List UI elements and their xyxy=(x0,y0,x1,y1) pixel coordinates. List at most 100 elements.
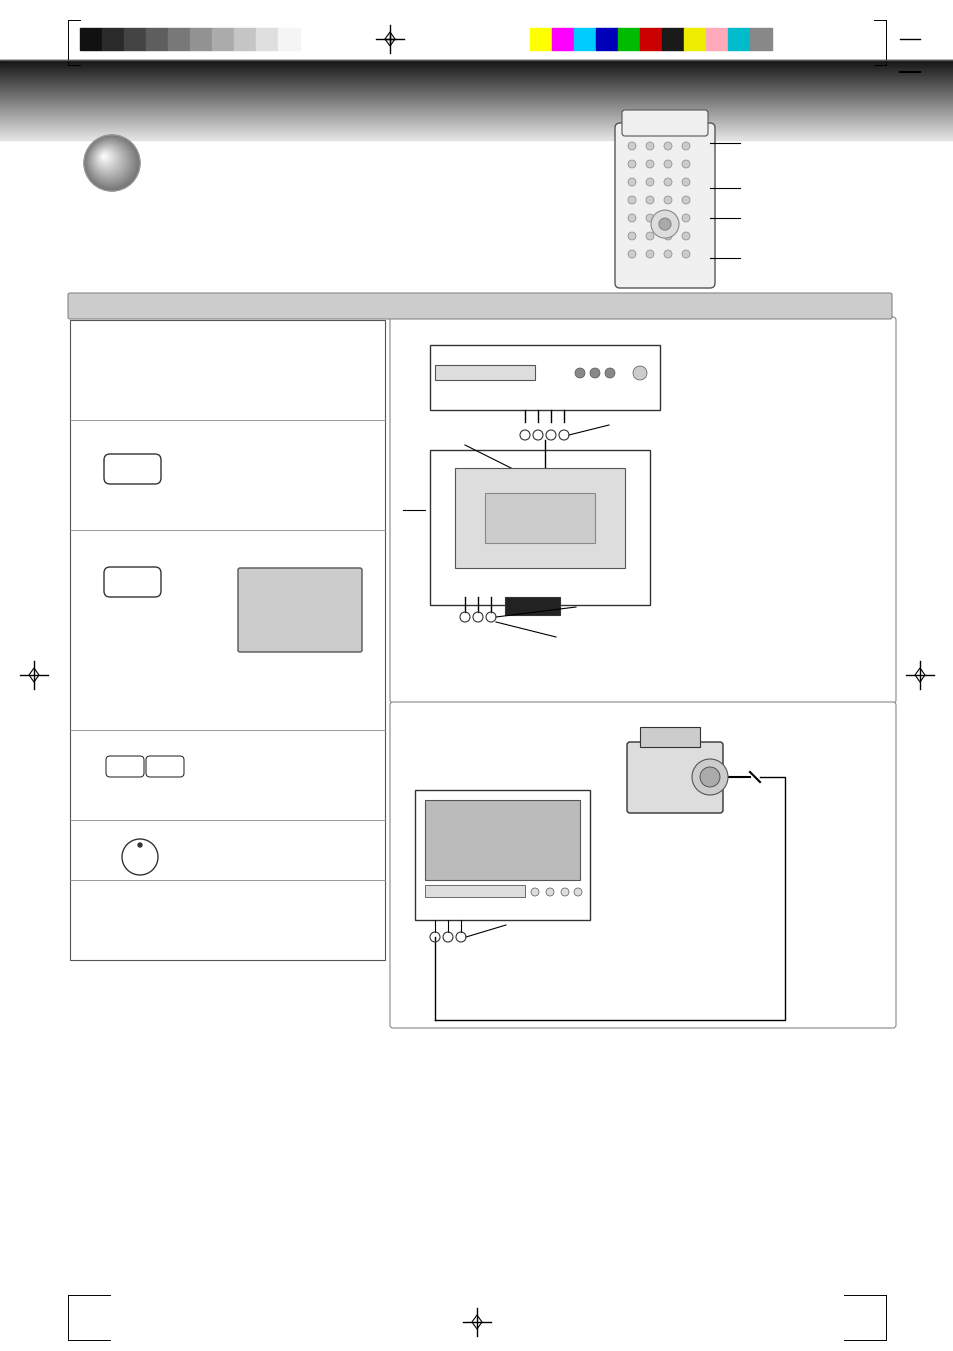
Circle shape xyxy=(681,232,689,240)
Circle shape xyxy=(627,178,636,186)
Circle shape xyxy=(645,250,654,258)
Circle shape xyxy=(93,145,123,174)
Circle shape xyxy=(589,367,599,378)
Circle shape xyxy=(645,159,654,168)
Bar xyxy=(424,800,579,880)
FancyBboxPatch shape xyxy=(390,703,895,1028)
FancyBboxPatch shape xyxy=(626,742,722,813)
Circle shape xyxy=(645,196,654,204)
Circle shape xyxy=(627,159,636,168)
Circle shape xyxy=(574,888,581,896)
Circle shape xyxy=(96,149,116,169)
Circle shape xyxy=(645,232,654,240)
Circle shape xyxy=(645,142,654,150)
Circle shape xyxy=(90,141,130,181)
FancyBboxPatch shape xyxy=(104,454,161,484)
Circle shape xyxy=(659,218,670,230)
Circle shape xyxy=(545,888,554,896)
Circle shape xyxy=(98,150,113,166)
Circle shape xyxy=(101,153,109,161)
Circle shape xyxy=(89,141,131,182)
Bar xyxy=(233,28,255,50)
Bar xyxy=(596,28,618,50)
Circle shape xyxy=(681,213,689,222)
Circle shape xyxy=(681,159,689,168)
Bar xyxy=(661,28,683,50)
Bar xyxy=(190,28,212,50)
FancyBboxPatch shape xyxy=(237,567,361,653)
Circle shape xyxy=(627,232,636,240)
Bar xyxy=(424,885,524,897)
Bar xyxy=(277,28,299,50)
FancyBboxPatch shape xyxy=(615,123,714,288)
Bar xyxy=(683,28,705,50)
Bar xyxy=(639,28,661,50)
Circle shape xyxy=(93,146,122,173)
Circle shape xyxy=(663,159,671,168)
Circle shape xyxy=(663,196,671,204)
Bar xyxy=(727,28,749,50)
Bar xyxy=(255,28,277,50)
Circle shape xyxy=(627,213,636,222)
Circle shape xyxy=(84,135,140,190)
Circle shape xyxy=(663,232,671,240)
Bar xyxy=(212,28,233,50)
Circle shape xyxy=(575,367,584,378)
Bar xyxy=(552,28,574,50)
Circle shape xyxy=(95,147,119,172)
Circle shape xyxy=(650,211,679,238)
Bar xyxy=(484,493,595,543)
Circle shape xyxy=(96,147,118,170)
Bar xyxy=(749,28,771,50)
Bar xyxy=(146,28,168,50)
Bar xyxy=(430,345,659,409)
Circle shape xyxy=(700,767,720,788)
Circle shape xyxy=(681,196,689,204)
FancyBboxPatch shape xyxy=(146,757,184,777)
Circle shape xyxy=(663,213,671,222)
FancyBboxPatch shape xyxy=(68,293,891,319)
Circle shape xyxy=(101,154,108,159)
Circle shape xyxy=(103,155,105,157)
Circle shape xyxy=(91,142,127,178)
Bar xyxy=(530,28,552,50)
Circle shape xyxy=(100,153,110,162)
Circle shape xyxy=(627,196,636,204)
Circle shape xyxy=(627,250,636,258)
Circle shape xyxy=(627,142,636,150)
Circle shape xyxy=(645,178,654,186)
Circle shape xyxy=(531,888,538,896)
FancyBboxPatch shape xyxy=(621,109,707,136)
Circle shape xyxy=(86,136,137,189)
Circle shape xyxy=(91,142,128,180)
Circle shape xyxy=(85,135,138,189)
Circle shape xyxy=(633,366,646,380)
Circle shape xyxy=(88,139,132,184)
Circle shape xyxy=(138,843,142,847)
Bar xyxy=(705,28,727,50)
Bar xyxy=(435,365,535,380)
Circle shape xyxy=(97,149,115,168)
Circle shape xyxy=(94,146,120,172)
FancyBboxPatch shape xyxy=(390,317,895,703)
Circle shape xyxy=(560,888,568,896)
Circle shape xyxy=(691,759,727,794)
Bar xyxy=(504,597,559,615)
Bar xyxy=(455,467,624,567)
Bar xyxy=(168,28,190,50)
Bar xyxy=(124,28,146,50)
Circle shape xyxy=(681,250,689,258)
Circle shape xyxy=(645,213,654,222)
Circle shape xyxy=(102,154,106,158)
Bar xyxy=(415,790,589,920)
Bar xyxy=(574,28,596,50)
Bar xyxy=(102,28,124,50)
Bar xyxy=(430,450,649,605)
Circle shape xyxy=(604,367,615,378)
Circle shape xyxy=(99,151,112,163)
Circle shape xyxy=(98,151,112,165)
FancyBboxPatch shape xyxy=(104,567,161,597)
Circle shape xyxy=(86,138,136,188)
Circle shape xyxy=(87,138,134,186)
Circle shape xyxy=(91,143,126,177)
